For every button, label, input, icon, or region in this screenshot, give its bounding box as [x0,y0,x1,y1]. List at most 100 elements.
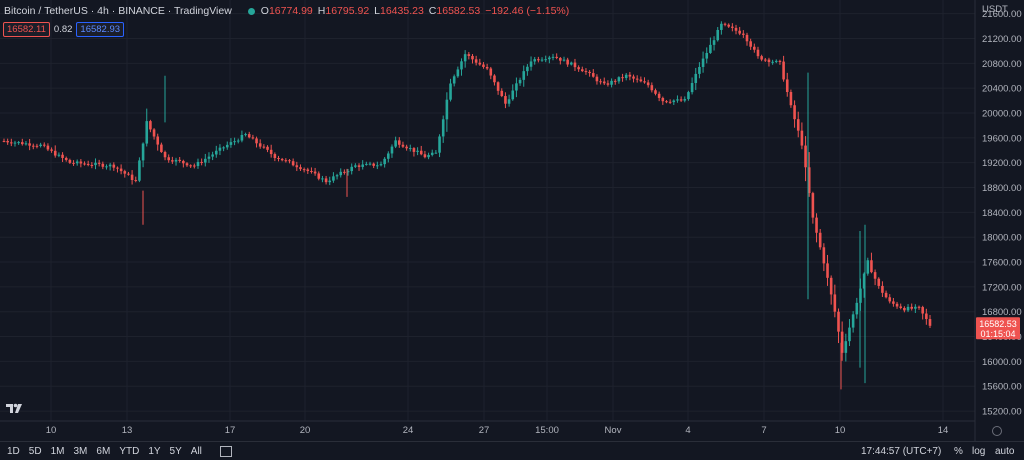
candle-body [255,138,258,144]
time-tick-label: 13 [122,425,133,436]
candle-body [61,154,64,158]
candle-body [921,307,924,314]
candle-body [416,150,419,152]
candle-body [851,314,855,328]
candle-body [335,175,339,177]
candle-body [760,56,763,60]
candle-body [463,54,467,62]
candle-body [350,166,354,172]
candle-body [310,170,313,172]
candle-body [709,44,712,53]
candle-body [108,164,112,167]
candle-body [397,140,401,145]
candle-body [332,176,335,181]
candle-body [313,171,317,174]
last-price-badge[interactable] [976,317,1020,340]
candle-body [229,142,233,145]
candle-body [79,161,83,164]
candle-body [240,134,244,141]
price-tick-label: 20000.00 [982,109,1022,120]
candle-body [844,341,848,353]
candle-body [295,165,299,168]
candle-body [774,60,778,62]
currency-label[interactable]: USDT [982,4,1008,15]
bar-countdown-label: 01:15:04 [980,329,1015,339]
range-button-5d[interactable]: 5D [28,445,42,457]
candle-body [419,150,423,155]
range-button-all[interactable]: All [190,445,202,457]
candle-body [888,297,892,302]
range-button-ytd[interactable]: YTD [119,445,140,457]
candle-body [401,144,405,147]
auto-scale-toggle[interactable]: auto [995,445,1015,457]
candle-body [138,160,141,181]
range-button-5y[interactable]: 5Y [169,445,182,457]
candle-body [822,247,826,264]
timezone-clock[interactable]: 17:44:57 (UTC+7) [861,445,942,457]
candle-body [668,101,672,103]
candle-body [430,152,434,155]
candle-body [496,82,500,91]
candle-body [507,99,511,104]
time-tick-label: 7 [761,425,766,436]
candle-body [467,54,471,56]
candle-body [434,152,438,154]
range-button-6m[interactable]: 6M [96,445,111,457]
candle-body [372,163,375,166]
price-chart[interactable]: 15200.0015600.0016000.0016400.0016800.00… [0,0,1024,441]
tradingview-logo-icon[interactable] [6,402,24,414]
ask-price-button[interactable]: 16582.93 [76,22,125,37]
candle-body [577,67,580,70]
candle-body [178,159,181,161]
price-tick-label: 17600.00 [982,258,1022,269]
chart-settings-gear-icon[interactable] [992,426,1002,436]
log-scale-toggle[interactable]: log [972,445,986,457]
candle-body [511,90,515,100]
candle-body [394,140,397,147]
go-to-date-calendar-icon[interactable] [219,445,232,457]
candle-body [723,23,727,25]
candle-body [83,163,86,165]
candle-body [152,129,156,137]
candle-body [753,46,756,50]
candle-body [906,306,910,311]
range-button-1y[interactable]: 1Y [148,445,161,457]
candle-body [610,80,613,85]
candle-body [423,154,427,158]
candle-body [291,161,295,166]
last-price-label: 16582.53 [979,319,1017,329]
candle-body [379,164,383,166]
candle-body [35,145,39,147]
candle-body [624,74,628,78]
candle-body [405,146,408,149]
candle-body [500,90,504,97]
candle-body [646,82,650,86]
candle-body [522,71,526,80]
candle-body [515,83,518,91]
candle-body [284,160,288,162]
candle-body [928,319,932,326]
candle-body [317,173,321,179]
candle-body [28,143,31,146]
symbol-title[interactable]: Bitcoin / TetherUS · 4h · BINANCE · Trad… [4,5,232,17]
range-button-3m[interactable]: 3M [73,445,88,457]
candle-body [90,164,94,166]
candle-body [796,119,800,131]
candle-body [632,76,635,79]
candle-body [86,163,90,165]
price-tick-label: 15200.00 [982,407,1022,418]
range-button-1m[interactable]: 1M [50,445,65,457]
candle-body [368,163,372,165]
candle-body [211,154,214,157]
candle-body [650,85,654,91]
candle-body [778,60,782,62]
bid-price-button[interactable]: 16582.11 [3,22,50,37]
percent-scale-toggle[interactable]: % [954,445,963,457]
price-tick-label: 16800.00 [982,307,1022,318]
candle-body [160,144,163,152]
candle-body [591,73,595,77]
candle-body [214,150,218,155]
range-button-1d[interactable]: 1D [7,445,20,457]
candle-body [485,66,489,69]
candle-body [657,93,661,98]
